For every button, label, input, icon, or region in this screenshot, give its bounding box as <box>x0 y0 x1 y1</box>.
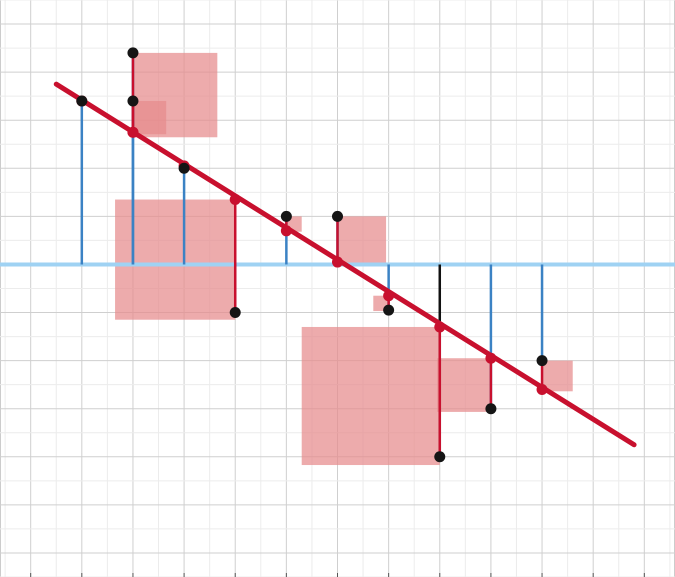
fitted-point <box>280 225 292 237</box>
residual-segments <box>131 52 544 457</box>
data-point <box>383 304 395 316</box>
data-point <box>127 47 139 59</box>
regression-line <box>53 81 637 448</box>
data-point <box>536 355 548 367</box>
residual-squares <box>115 52 573 466</box>
data-point <box>485 403 497 415</box>
data-point <box>127 95 139 107</box>
data-point <box>178 162 190 174</box>
residual-square <box>337 216 387 265</box>
data-point <box>434 451 446 463</box>
data-point <box>280 210 292 222</box>
fitted-point <box>229 194 241 206</box>
fitted-point <box>485 352 497 364</box>
residual-square <box>301 326 440 466</box>
fitted-point <box>332 256 343 268</box>
residual-square <box>115 199 236 320</box>
data-point <box>332 210 343 222</box>
fitted-points <box>76 95 548 395</box>
fitted-point <box>383 290 395 302</box>
fitted-point <box>536 383 548 395</box>
residual-square <box>437 358 491 412</box>
residual-square <box>132 100 167 135</box>
data-point <box>229 307 241 319</box>
fitted-point <box>434 321 446 333</box>
data-points <box>76 47 548 463</box>
residual-square <box>542 360 573 392</box>
fitted-point <box>127 126 139 138</box>
axis-ticks <box>30 573 645 577</box>
data-point <box>76 95 88 107</box>
